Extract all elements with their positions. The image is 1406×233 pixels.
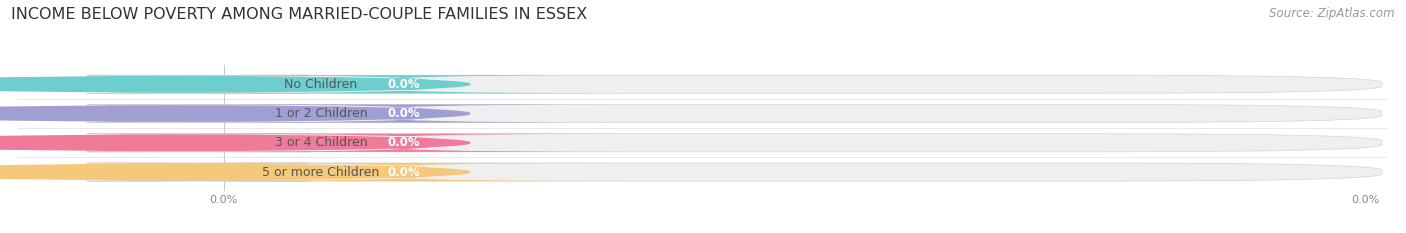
Circle shape	[0, 106, 470, 121]
Circle shape	[0, 135, 470, 150]
FancyBboxPatch shape	[24, 104, 373, 123]
Text: 0.0%: 0.0%	[387, 107, 420, 120]
FancyBboxPatch shape	[184, 75, 623, 93]
Text: 0.0%: 0.0%	[387, 78, 420, 91]
FancyBboxPatch shape	[24, 134, 1382, 152]
FancyBboxPatch shape	[24, 75, 373, 93]
FancyBboxPatch shape	[184, 163, 623, 181]
FancyBboxPatch shape	[24, 104, 1382, 123]
Text: 1 or 2 Children: 1 or 2 Children	[274, 107, 367, 120]
Text: No Children: No Children	[284, 78, 357, 91]
Circle shape	[0, 164, 470, 180]
Circle shape	[0, 77, 470, 92]
FancyBboxPatch shape	[184, 134, 623, 152]
Text: 3 or 4 Children: 3 or 4 Children	[274, 136, 367, 149]
FancyBboxPatch shape	[24, 163, 373, 181]
Text: Source: ZipAtlas.com: Source: ZipAtlas.com	[1270, 7, 1395, 20]
FancyBboxPatch shape	[24, 163, 1382, 181]
Text: 5 or more Children: 5 or more Children	[263, 165, 380, 178]
FancyBboxPatch shape	[24, 75, 1382, 93]
FancyBboxPatch shape	[184, 104, 623, 123]
FancyBboxPatch shape	[24, 134, 373, 152]
Text: 0.0%: 0.0%	[387, 136, 420, 149]
Text: INCOME BELOW POVERTY AMONG MARRIED-COUPLE FAMILIES IN ESSEX: INCOME BELOW POVERTY AMONG MARRIED-COUPL…	[11, 7, 588, 22]
Text: 0.0%: 0.0%	[387, 165, 420, 178]
